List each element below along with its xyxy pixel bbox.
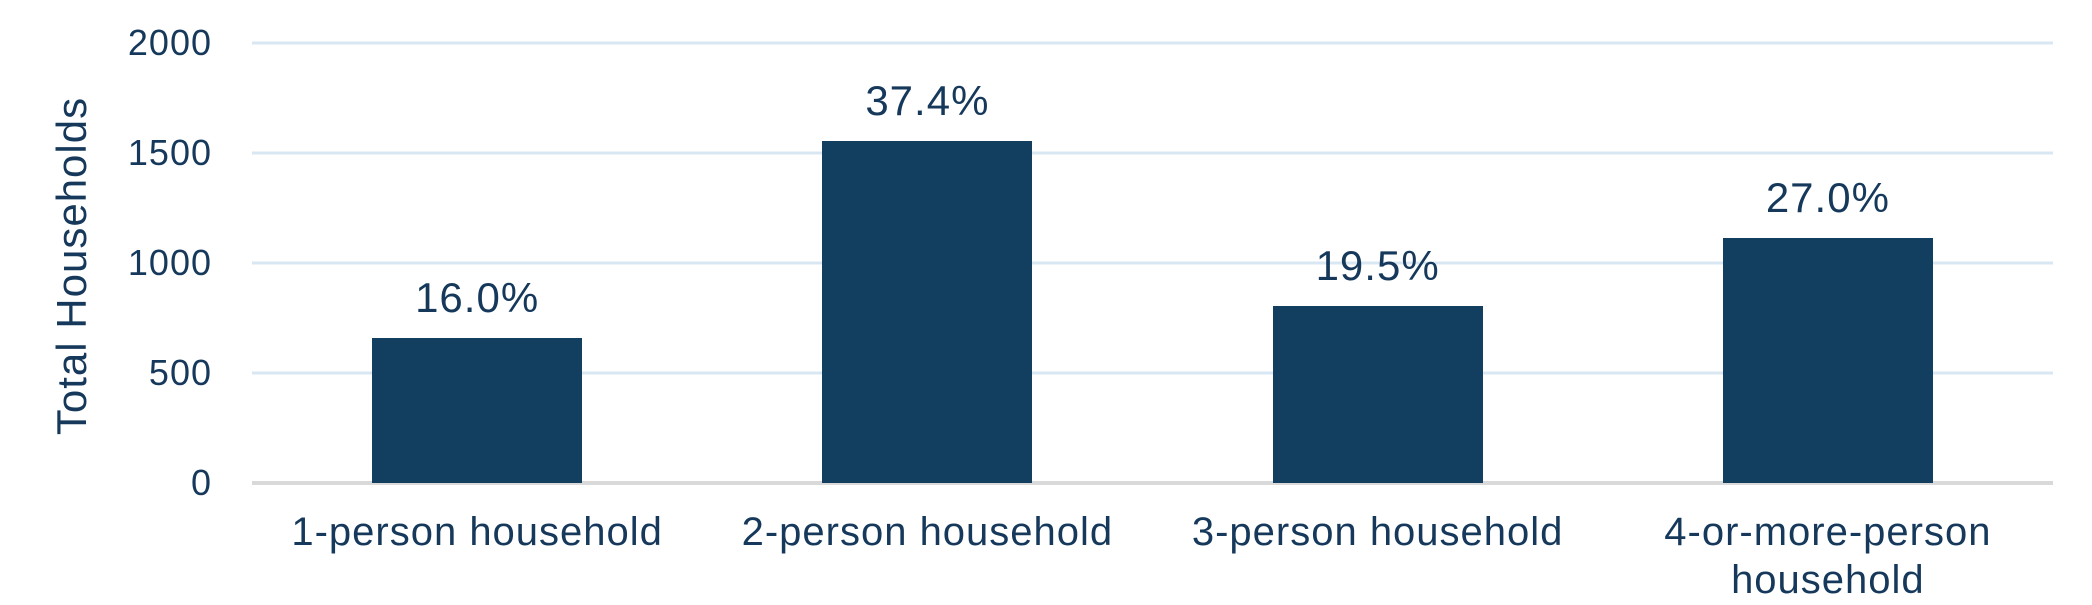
x-category-label: 1-person household <box>291 510 663 554</box>
gridline-2000 <box>252 41 2053 45</box>
y-tick-label-2000: 2000 <box>127 22 212 63</box>
gridline-1500 <box>252 151 2053 155</box>
x-category-label: 4-or-more-person household <box>1664 510 1992 602</box>
gridline-500 <box>252 371 2053 375</box>
plot-area: 16.0% 37.4% 19.5% 27.0% <box>252 41 2053 485</box>
bar-value-label: 27.0% <box>1765 173 1890 221</box>
gridline-1000 <box>252 261 2053 265</box>
x-axis-line <box>252 481 2053 485</box>
y-tick-label-1000: 1000 <box>127 242 212 283</box>
y-tick-label-1500: 1500 <box>127 132 212 173</box>
y-tick-label-500: 500 <box>148 352 212 393</box>
bar <box>822 140 1033 483</box>
bar <box>1272 305 1483 483</box>
bar <box>372 337 583 483</box>
y-tick-label-0: 0 <box>190 462 212 503</box>
bar-value-label: 37.4% <box>865 76 990 124</box>
x-category-label: 2-person household <box>741 510 1114 554</box>
bar-value-label: 19.5% <box>1315 241 1440 289</box>
x-category-label: 3-person household <box>1191 510 1564 554</box>
bar <box>1722 237 1933 483</box>
bar-value-label: 16.0% <box>415 273 540 321</box>
